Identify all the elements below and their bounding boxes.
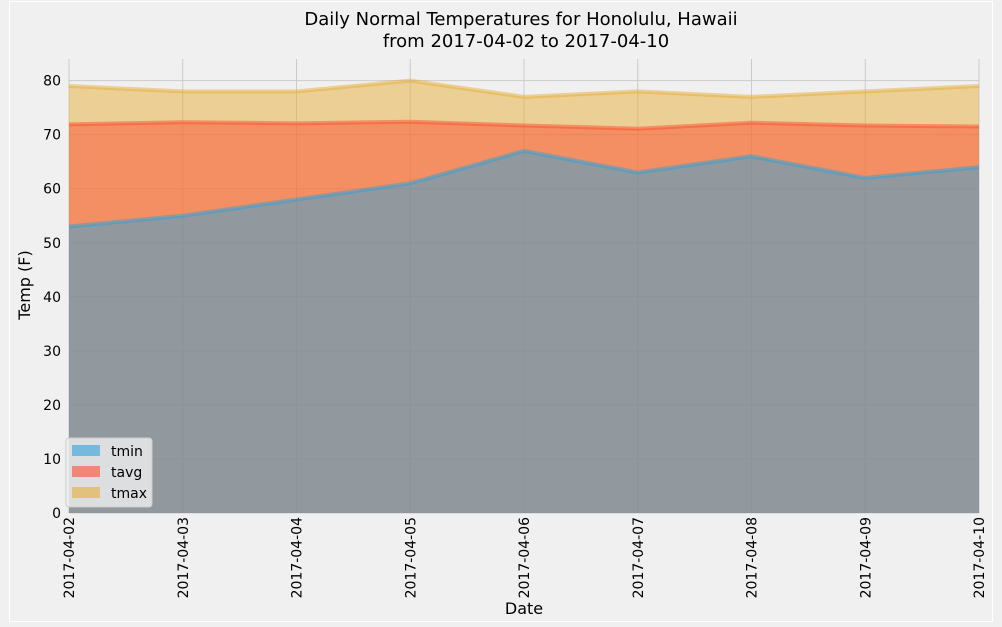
- y-tick-label: 80: [43, 74, 61, 90]
- y-tick-label: 30: [43, 344, 61, 360]
- figure-frame: [9, 1, 993, 622]
- chart-subtitle: from 2017-04-02 to 2017-04-10: [383, 31, 669, 52]
- x-tick-label: 2017-04-10: [972, 517, 988, 598]
- legend-swatch-tmin: [72, 445, 100, 456]
- x-tick-label: 2017-04-02: [62, 517, 78, 598]
- legend-swatch-tmax: [72, 487, 100, 498]
- y-tick-label: 0: [52, 506, 61, 522]
- chart-title: Daily Normal Temperatures for Honolulu, …: [304, 9, 737, 30]
- x-tick-label: 2017-04-09: [858, 517, 874, 598]
- series-areas: [68, 78, 980, 513]
- x-axis-label: Date: [505, 599, 543, 618]
- y-tick-label: 40: [43, 290, 61, 306]
- y-axis: 0 10 20 30 40 50 60 70 80: [43, 74, 61, 522]
- y-tick-label: 70: [43, 128, 61, 144]
- line-tmax: [68, 78, 980, 99]
- legend-label-tmin: tmin: [111, 444, 143, 460]
- x-axis: 2017-04-02 2017-04-03 2017-04-04 2017-04-05…: [62, 517, 988, 598]
- x-tick-label: 2017-04-04: [290, 517, 306, 598]
- x-tick-label: 2017-04-03: [176, 517, 192, 598]
- x-tick-label: 2017-04-05: [403, 517, 419, 598]
- x-tick-label: 2017-04-08: [745, 517, 761, 598]
- x-tick-label: 2017-04-07: [631, 517, 647, 598]
- legend: tmin tavg tmax: [65, 437, 153, 508]
- y-tick-label: 60: [43, 182, 61, 198]
- legend-swatch-tavg: [72, 466, 100, 477]
- y-tick-label: 20: [43, 398, 61, 414]
- line-tmin: [68, 148, 980, 229]
- y-axis-label: Temp (F): [15, 250, 34, 320]
- line-tavg: [68, 119, 980, 131]
- y-tick-label: 10: [43, 452, 61, 468]
- y-tick-label: 50: [43, 236, 61, 252]
- legend-label-tavg: tavg: [111, 465, 142, 481]
- x-tick-label: 2017-04-06: [517, 517, 533, 598]
- area-tmin: [69, 150, 979, 513]
- legend-label-tmax: tmax: [111, 486, 147, 502]
